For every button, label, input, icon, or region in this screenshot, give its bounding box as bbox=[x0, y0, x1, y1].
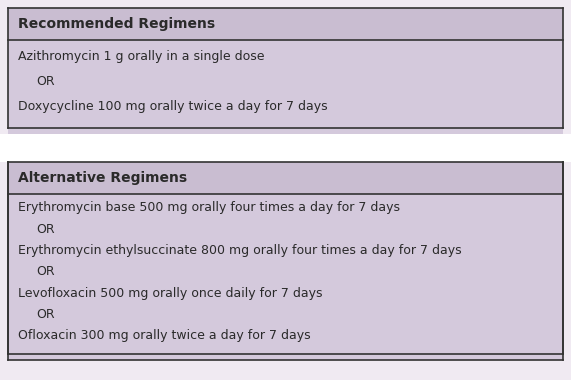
Bar bbox=[0, 134, 571, 162]
Bar bbox=[8, 354, 563, 360]
Bar bbox=[8, 354, 563, 360]
Bar bbox=[8, 40, 563, 128]
Text: Erythromycin ethylsuccinate 800 mg orally four times a day for 7 days: Erythromycin ethylsuccinate 800 mg orall… bbox=[18, 244, 461, 257]
Bar bbox=[8, 194, 563, 354]
Text: Azithromycin 1 g orally in a single dose: Azithromycin 1 g orally in a single dose bbox=[18, 50, 264, 63]
Text: Ofloxacin 300 mg orally twice a day for 7 days: Ofloxacin 300 mg orally twice a day for … bbox=[18, 329, 311, 342]
Text: OR: OR bbox=[36, 265, 55, 279]
Bar bbox=[8, 128, 563, 134]
Text: Erythromycin base 500 mg orally four times a day for 7 days: Erythromycin base 500 mg orally four tim… bbox=[18, 201, 400, 214]
Text: OR: OR bbox=[36, 308, 55, 321]
Text: Doxycycline 100 mg orally twice a day for 7 days: Doxycycline 100 mg orally twice a day fo… bbox=[18, 100, 328, 113]
Text: Recommended Regimens: Recommended Regimens bbox=[18, 17, 215, 31]
Bar bbox=[8, 162, 563, 194]
Text: OR: OR bbox=[36, 75, 55, 88]
Text: OR: OR bbox=[36, 223, 55, 236]
Text: Levofloxacin 500 mg orally once daily for 7 days: Levofloxacin 500 mg orally once daily fo… bbox=[18, 287, 323, 300]
Bar bbox=[8, 8, 563, 40]
Text: Alternative Regimens: Alternative Regimens bbox=[18, 171, 187, 185]
